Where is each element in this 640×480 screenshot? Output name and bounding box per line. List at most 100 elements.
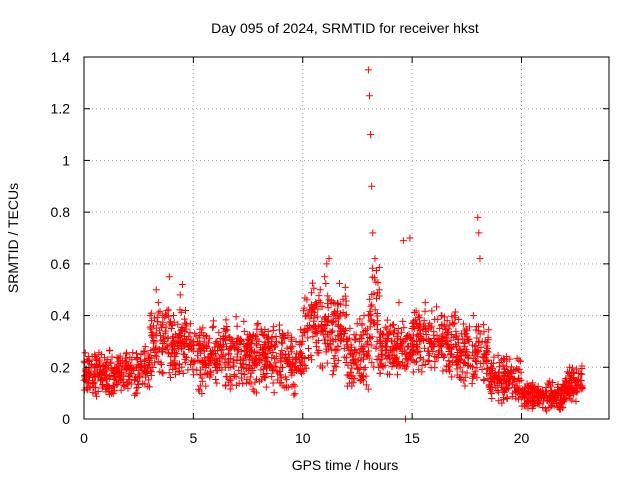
data-point: [498, 399, 506, 407]
data-point: [329, 371, 337, 379]
data-point: [366, 311, 374, 319]
data-point: [194, 356, 202, 364]
data-point: [239, 356, 247, 364]
data-point: [349, 372, 357, 380]
data-point: [161, 313, 169, 321]
data-point: [476, 330, 484, 338]
data-point: [426, 337, 434, 345]
data-point: [133, 350, 141, 358]
data-point: [495, 388, 503, 396]
data-point: [368, 301, 376, 309]
data-point: [85, 352, 93, 360]
data-point: [447, 350, 455, 358]
data-point: [479, 321, 487, 329]
data-point: [422, 324, 430, 332]
y-tick-label: 0.6: [51, 256, 71, 272]
data-point: [276, 371, 284, 379]
data-point: [296, 348, 304, 356]
data-point: [355, 349, 363, 357]
data-point: [382, 343, 390, 351]
data-point: [485, 326, 493, 334]
data-point: [364, 66, 372, 74]
data-point: [290, 381, 298, 389]
data-point: [372, 294, 380, 302]
data-point: [504, 379, 512, 387]
data-point: [410, 308, 418, 316]
data-point: [262, 383, 270, 391]
data-point: [283, 344, 291, 352]
data-point: [456, 363, 464, 371]
data-point: [348, 364, 356, 372]
data-point: [383, 325, 391, 333]
data-point: [232, 313, 240, 321]
data-point: [256, 377, 264, 385]
data-point: [93, 392, 101, 400]
data-point: [93, 363, 101, 371]
data-point: [463, 369, 471, 377]
data-point: [357, 357, 365, 365]
data-point: [240, 317, 248, 325]
data-point: [571, 384, 579, 392]
data-point: [358, 320, 366, 328]
data-point: [185, 343, 193, 351]
data-point: [240, 370, 248, 378]
data-point: [345, 379, 353, 387]
data-point: [376, 329, 384, 337]
x-tick-label: 20: [514, 430, 530, 446]
x-tick-label: 5: [189, 430, 197, 446]
data-point: [82, 373, 90, 381]
data-point: [152, 286, 160, 294]
data-point: [370, 363, 378, 371]
data-point: [144, 382, 152, 390]
data-point: [408, 325, 416, 332]
data-point: [240, 327, 248, 335]
data-point: [216, 343, 224, 351]
data-point: [579, 384, 587, 392]
data-point: [207, 357, 215, 365]
data-point: [85, 357, 93, 365]
data-point: [350, 331, 358, 339]
data-point: [172, 337, 180, 345]
data-point: [381, 323, 389, 331]
data-point: [224, 358, 232, 366]
data-point: [509, 389, 517, 397]
data-point: [165, 306, 173, 314]
data-point: [196, 325, 204, 333]
data-point: [150, 359, 158, 367]
data-point: [159, 369, 167, 377]
data-point: [292, 337, 300, 345]
data-point: [331, 352, 339, 360]
data-point: [376, 356, 384, 364]
data-point: [376, 361, 384, 369]
data-point: [198, 358, 206, 366]
data-point: [220, 325, 228, 332]
data-point: [440, 321, 448, 329]
data-point: [332, 363, 340, 371]
data-point: [167, 318, 175, 326]
data-point: [316, 362, 324, 370]
data-point: [304, 345, 312, 353]
data-point: [336, 337, 344, 345]
data-point: [174, 333, 182, 341]
data-point: [474, 353, 482, 361]
data-point: [567, 376, 575, 384]
data-point: [544, 379, 552, 387]
data-point: [272, 333, 280, 341]
data-point: [491, 368, 499, 376]
x-tick-label: 0: [80, 430, 88, 446]
data-point: [376, 369, 384, 377]
data-point: [448, 373, 456, 381]
data-point: [439, 332, 447, 340]
data-point: [416, 326, 424, 334]
data-point: [549, 379, 557, 387]
data-point: [232, 338, 240, 346]
data-point: [512, 394, 520, 402]
data-point: [455, 374, 463, 382]
data-point: [351, 358, 359, 366]
data-point: [191, 357, 199, 365]
data-point: [219, 332, 227, 340]
data-point: [453, 332, 461, 340]
data-point: [460, 358, 468, 366]
data-point: [243, 376, 251, 384]
data-point: [391, 337, 399, 345]
